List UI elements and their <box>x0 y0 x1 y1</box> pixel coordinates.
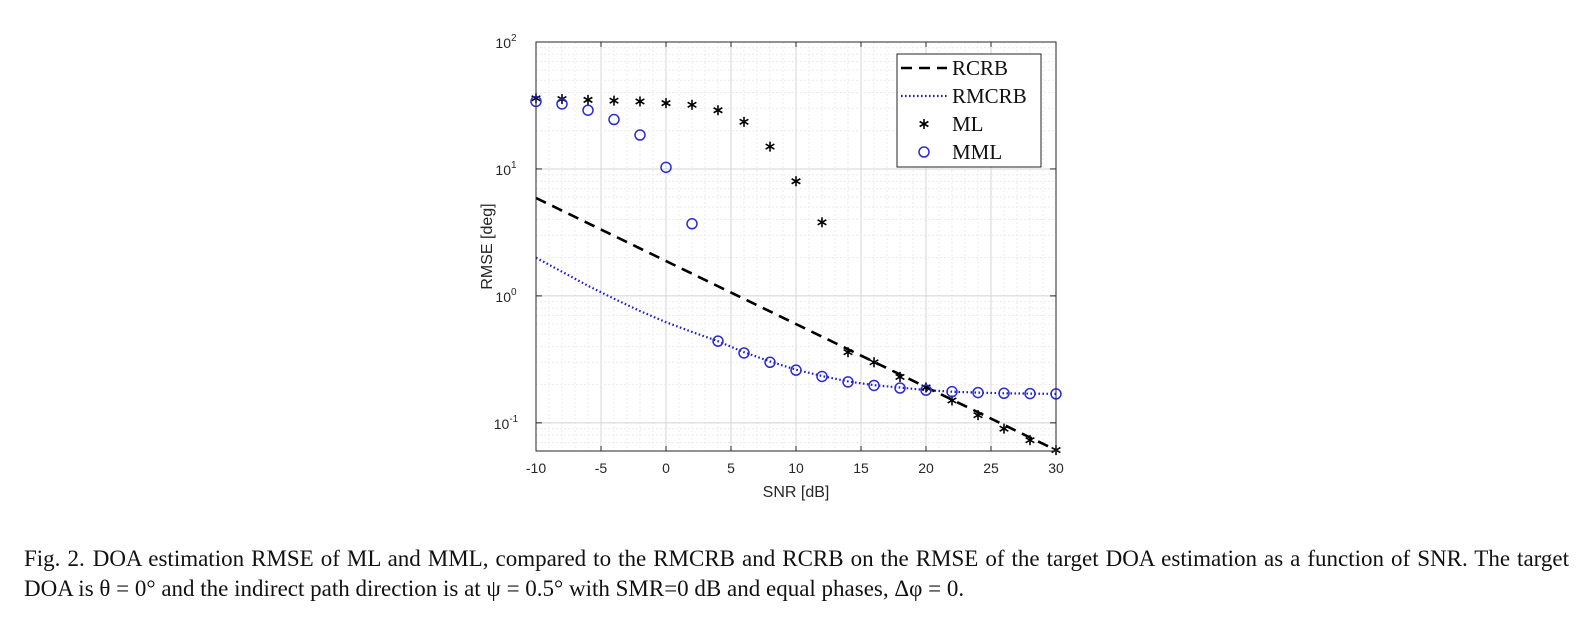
mml-circle-marker <box>556 98 568 110</box>
legend-label-ml: ML <box>952 112 984 136</box>
legend-label-mml: MML <box>952 140 1002 164</box>
star-stroke <box>999 425 1009 432</box>
mml-circle-marker <box>1024 387 1036 400</box>
y-tick-label: 101 <box>495 160 517 178</box>
mml-circle-marker <box>738 347 750 359</box>
figure-caption: Fig. 2. DOA estimation RMSE of ML and MML… <box>24 544 1569 604</box>
ml-star-marker <box>609 95 619 106</box>
ml-star-marker <box>869 357 879 368</box>
axes: -10 -5 0 5 10 15 20 25 30 10-1 100 101 102 <box>494 33 1064 476</box>
mml-circle-marker <box>712 335 724 347</box>
mml-circle-marker <box>686 218 698 230</box>
ml-star-marker <box>973 410 983 421</box>
star-stroke <box>739 118 749 126</box>
y-tick-label: 102 <box>495 33 517 51</box>
legend: RCRB RMCRB ML MML <box>896 53 1042 168</box>
x-tick-label: 5 <box>727 460 735 476</box>
y-axis-label: RMSE [deg] <box>479 203 496 289</box>
legend-label-rmcrb: RMCRB <box>952 84 1027 108</box>
ml-star-marker <box>817 217 827 228</box>
ml-star-marker <box>583 94 593 105</box>
caption-label: Fig. 2. <box>24 546 85 571</box>
mml-circle-marker <box>946 385 958 398</box>
legend-label-rcrb: RCRB <box>952 56 1008 80</box>
ml-star-marker <box>661 98 671 109</box>
ml-star-marker <box>843 347 853 358</box>
figure: -10 -5 0 5 10 15 20 25 30 10-1 100 101 102 SNR [dB] … <box>479 33 1064 501</box>
ml-star-marker <box>765 141 775 152</box>
mml-circle-marker <box>894 382 906 394</box>
star-stroke <box>817 219 827 226</box>
legend-circle-marker <box>918 146 930 158</box>
mml-circle-marker <box>608 113 620 126</box>
mml-circle-marker <box>816 370 828 383</box>
ml-star-marker <box>713 105 723 116</box>
star-stroke <box>713 107 723 114</box>
legend-entry-ml: ML <box>919 112 984 136</box>
star-stroke <box>609 97 619 104</box>
ml-star-marker <box>687 99 697 110</box>
legend-entry-rcrb: RCRB <box>901 56 1008 80</box>
star-stroke <box>947 397 957 404</box>
star-stroke <box>895 373 905 381</box>
x-axis-label: SNR [dB] <box>763 484 830 501</box>
star-stroke <box>1025 436 1035 444</box>
legend-star-marker <box>919 120 929 128</box>
mml-circle-marker <box>972 386 984 399</box>
star-stroke <box>791 178 801 185</box>
ml-star-marker <box>1025 435 1035 446</box>
plot-series <box>530 93 1062 456</box>
x-tick-label: 20 <box>918 460 934 476</box>
y-tick-label: 100 <box>495 287 517 305</box>
ml-star-marker <box>895 371 905 382</box>
ml-star-marker <box>635 96 645 107</box>
legend-entry-mml: MML <box>918 140 1002 164</box>
mml-circle-marker <box>582 104 594 116</box>
series-line-rcrb <box>535 196 1057 452</box>
star-stroke <box>687 101 697 109</box>
mml-circle-marker <box>634 129 646 141</box>
star-stroke <box>635 98 645 105</box>
mml-circle-marker <box>998 387 1010 400</box>
star-stroke <box>661 99 671 107</box>
star-stroke <box>583 96 593 104</box>
star-stroke <box>869 359 879 366</box>
mml-circle-marker <box>660 161 672 174</box>
star-stroke <box>843 349 853 356</box>
x-tick-label: 0 <box>662 460 670 476</box>
caption-text: DOA estimation RMSE of ML and MML, compa… <box>24 546 1569 601</box>
ml-star-marker <box>791 176 801 187</box>
ml-star-marker <box>999 423 1009 434</box>
mml-circle-marker <box>764 356 776 369</box>
y-tick-label: 10-1 <box>494 414 519 432</box>
ml-star-marker <box>739 116 749 127</box>
legend-entry-rmcrb: RMCRB <box>901 84 1027 108</box>
x-tick-label: 30 <box>1048 460 1064 476</box>
star-stroke <box>973 411 983 419</box>
x-tick-label: 15 <box>853 460 869 476</box>
x-tick-label: 10 <box>788 460 804 476</box>
mml-circle-marker <box>842 376 854 388</box>
x-tick-label: -10 <box>526 460 546 476</box>
mml-circle-marker <box>790 364 802 376</box>
star-stroke <box>765 143 775 150</box>
mml-circle-marker <box>868 379 880 392</box>
x-tick-label: 25 <box>983 460 999 476</box>
x-tick-label: -5 <box>595 460 608 476</box>
mml-circle-marker <box>920 384 932 396</box>
